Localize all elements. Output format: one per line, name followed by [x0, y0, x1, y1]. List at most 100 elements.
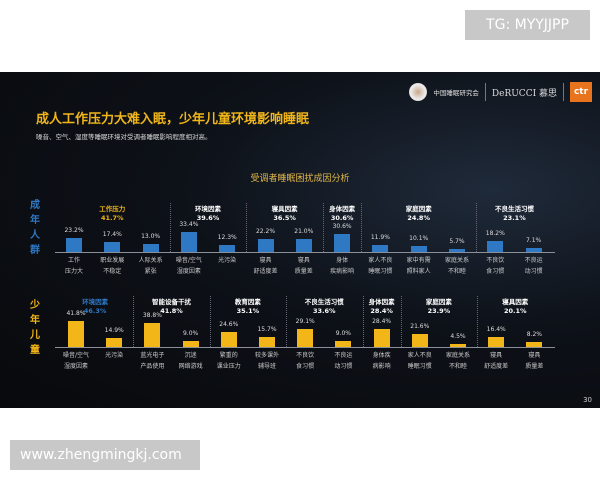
x-axis [55, 252, 555, 253]
bar [104, 241, 121, 252]
group-value: 33.6% [313, 307, 336, 315]
category-label-line: 家人不良 [368, 257, 393, 264]
category-label: 家中有需 照料家人 [399, 255, 439, 277]
group-value: 23.9% [427, 307, 451, 315]
category-label-line: 身体疾 [372, 352, 391, 359]
group-divider [361, 203, 363, 252]
category-label: 噪音/空气 湿度因素 [56, 350, 96, 372]
category-label: 身体疾病影响 [362, 350, 402, 372]
category-label-line: 寝具 [297, 257, 310, 264]
bar [257, 238, 274, 252]
bar [295, 239, 312, 252]
category-label-line: 动习惯 [334, 363, 353, 370]
category-label: 光污染 [94, 350, 134, 361]
category-label-line: 不良饮 [486, 257, 505, 264]
group-divider [209, 296, 211, 347]
bar-value-label: 17.4% [102, 230, 122, 238]
category-label-line: 紧张 [144, 268, 157, 275]
logo-bar: 中国睡眠研究会 DeRUCCI 慕思 ctr [409, 82, 592, 102]
category-label-line: 噪音/空气 [175, 257, 202, 264]
category-label-line: 睡眠习惯 [407, 363, 432, 370]
slide-title: 成人工作压力大难入眠，少年儿童环境影响睡眠 [36, 112, 310, 127]
bar [335, 341, 352, 347]
category-label-line: 课业压力 [216, 363, 241, 370]
group-value: 41.7% [101, 214, 124, 222]
category-label-line: 繁重的 [219, 352, 238, 359]
bar [410, 245, 427, 252]
group-value: 41.8% [160, 307, 183, 315]
category-label: 人际关系 紧张 [131, 255, 171, 277]
group-value: 24.8% [407, 214, 430, 222]
category-label-line: 病影响 [372, 363, 391, 370]
category-label-line: 舒适度差 [253, 268, 278, 275]
category-label-line: 家人不良 [407, 352, 432, 359]
group-value: 35.1% [236, 307, 260, 315]
row-label: 少年儿童 [29, 298, 41, 358]
bar-value-label: 9.0% [335, 330, 352, 338]
row-label-char: 年 [30, 215, 40, 226]
category-label-line: 不良运 [334, 352, 353, 359]
bar-value-label: 9.0% [182, 330, 199, 338]
bar [68, 321, 84, 347]
bar [450, 344, 466, 347]
group-title: 环境因素 [195, 205, 222, 213]
group-title: 寝具因素 [502, 298, 529, 306]
category-label-line: 噪音/空气 [62, 352, 90, 359]
bar [144, 322, 161, 347]
category-label-line: 不良饮 [296, 352, 315, 359]
bar [411, 333, 428, 347]
row-label-char: 人 [30, 230, 40, 241]
group-value: 36.5% [273, 214, 296, 222]
bar [142, 244, 159, 252]
category-label: 不良饮 食习惯 [475, 255, 515, 277]
category-label: 不良运 动习惯 [514, 255, 554, 277]
category-label: 较多课外 辅导班 [247, 350, 287, 372]
bar [488, 336, 505, 347]
category-label: 寝具 舒适度差 [476, 350, 516, 372]
bar [259, 337, 275, 347]
category-label: 身体疾病影响 [322, 255, 362, 277]
group-title: 工作压力 [99, 205, 126, 213]
row-label-char: 群 [30, 245, 40, 256]
category-label: 寝具 质量差 [284, 255, 324, 277]
category-label-line: 产品使用 [140, 363, 165, 370]
category-label: 工作 压力大 [54, 255, 94, 277]
category-label: 不良运 动习惯 [323, 350, 363, 372]
bar-value-label: 21.6% [410, 322, 430, 330]
bar-value-label: 18.2% [485, 230, 505, 238]
category-label: 寝具 质量差 [514, 350, 554, 372]
category-label-line: 压力大 [64, 268, 83, 275]
bar [220, 331, 237, 347]
category-label-line: 寝具 [528, 352, 541, 359]
category-label-line: 家庭关系 [444, 257, 469, 264]
bar [180, 231, 197, 252]
category-label-line: 寝具 [490, 352, 503, 359]
category-label-line: 人际关系 [138, 257, 163, 264]
category-label: 寝具 舒适度差 [246, 255, 286, 277]
row-label: 成年人群 [29, 198, 41, 258]
bar [66, 238, 82, 252]
bar-value-label: 13.0% [141, 233, 161, 241]
category-label: 光污染 [207, 255, 247, 266]
category-label-line: 不和睦 [448, 363, 467, 370]
group-divider [246, 203, 248, 252]
bar-value-label: 23.2% [64, 227, 84, 235]
bar [373, 329, 390, 347]
bar [182, 341, 199, 347]
row-label-char: 年 [30, 315, 40, 326]
group-divider [286, 296, 288, 347]
group-divider [322, 203, 324, 252]
bar-value-label: 38.8% [142, 311, 162, 319]
group-divider [400, 296, 402, 347]
category-label: 繁重的 课业压力 [209, 350, 249, 372]
category-label: 蓝光电子 产品使用 [132, 350, 172, 372]
bar [525, 247, 542, 252]
category-label-line: 工作 [67, 257, 80, 264]
category-label-line: 睡眠习惯 [368, 268, 393, 275]
category-label-line: 质量差 [525, 363, 544, 370]
chart-title: 受调者睡眠困扰成因分析 [250, 174, 350, 184]
bar-value-label: 41.8% [66, 310, 86, 318]
brand-logo: DeRUCCI 慕思 [491, 88, 557, 99]
group-value: 28.4% [370, 307, 393, 315]
page-number: 30 [583, 396, 592, 404]
